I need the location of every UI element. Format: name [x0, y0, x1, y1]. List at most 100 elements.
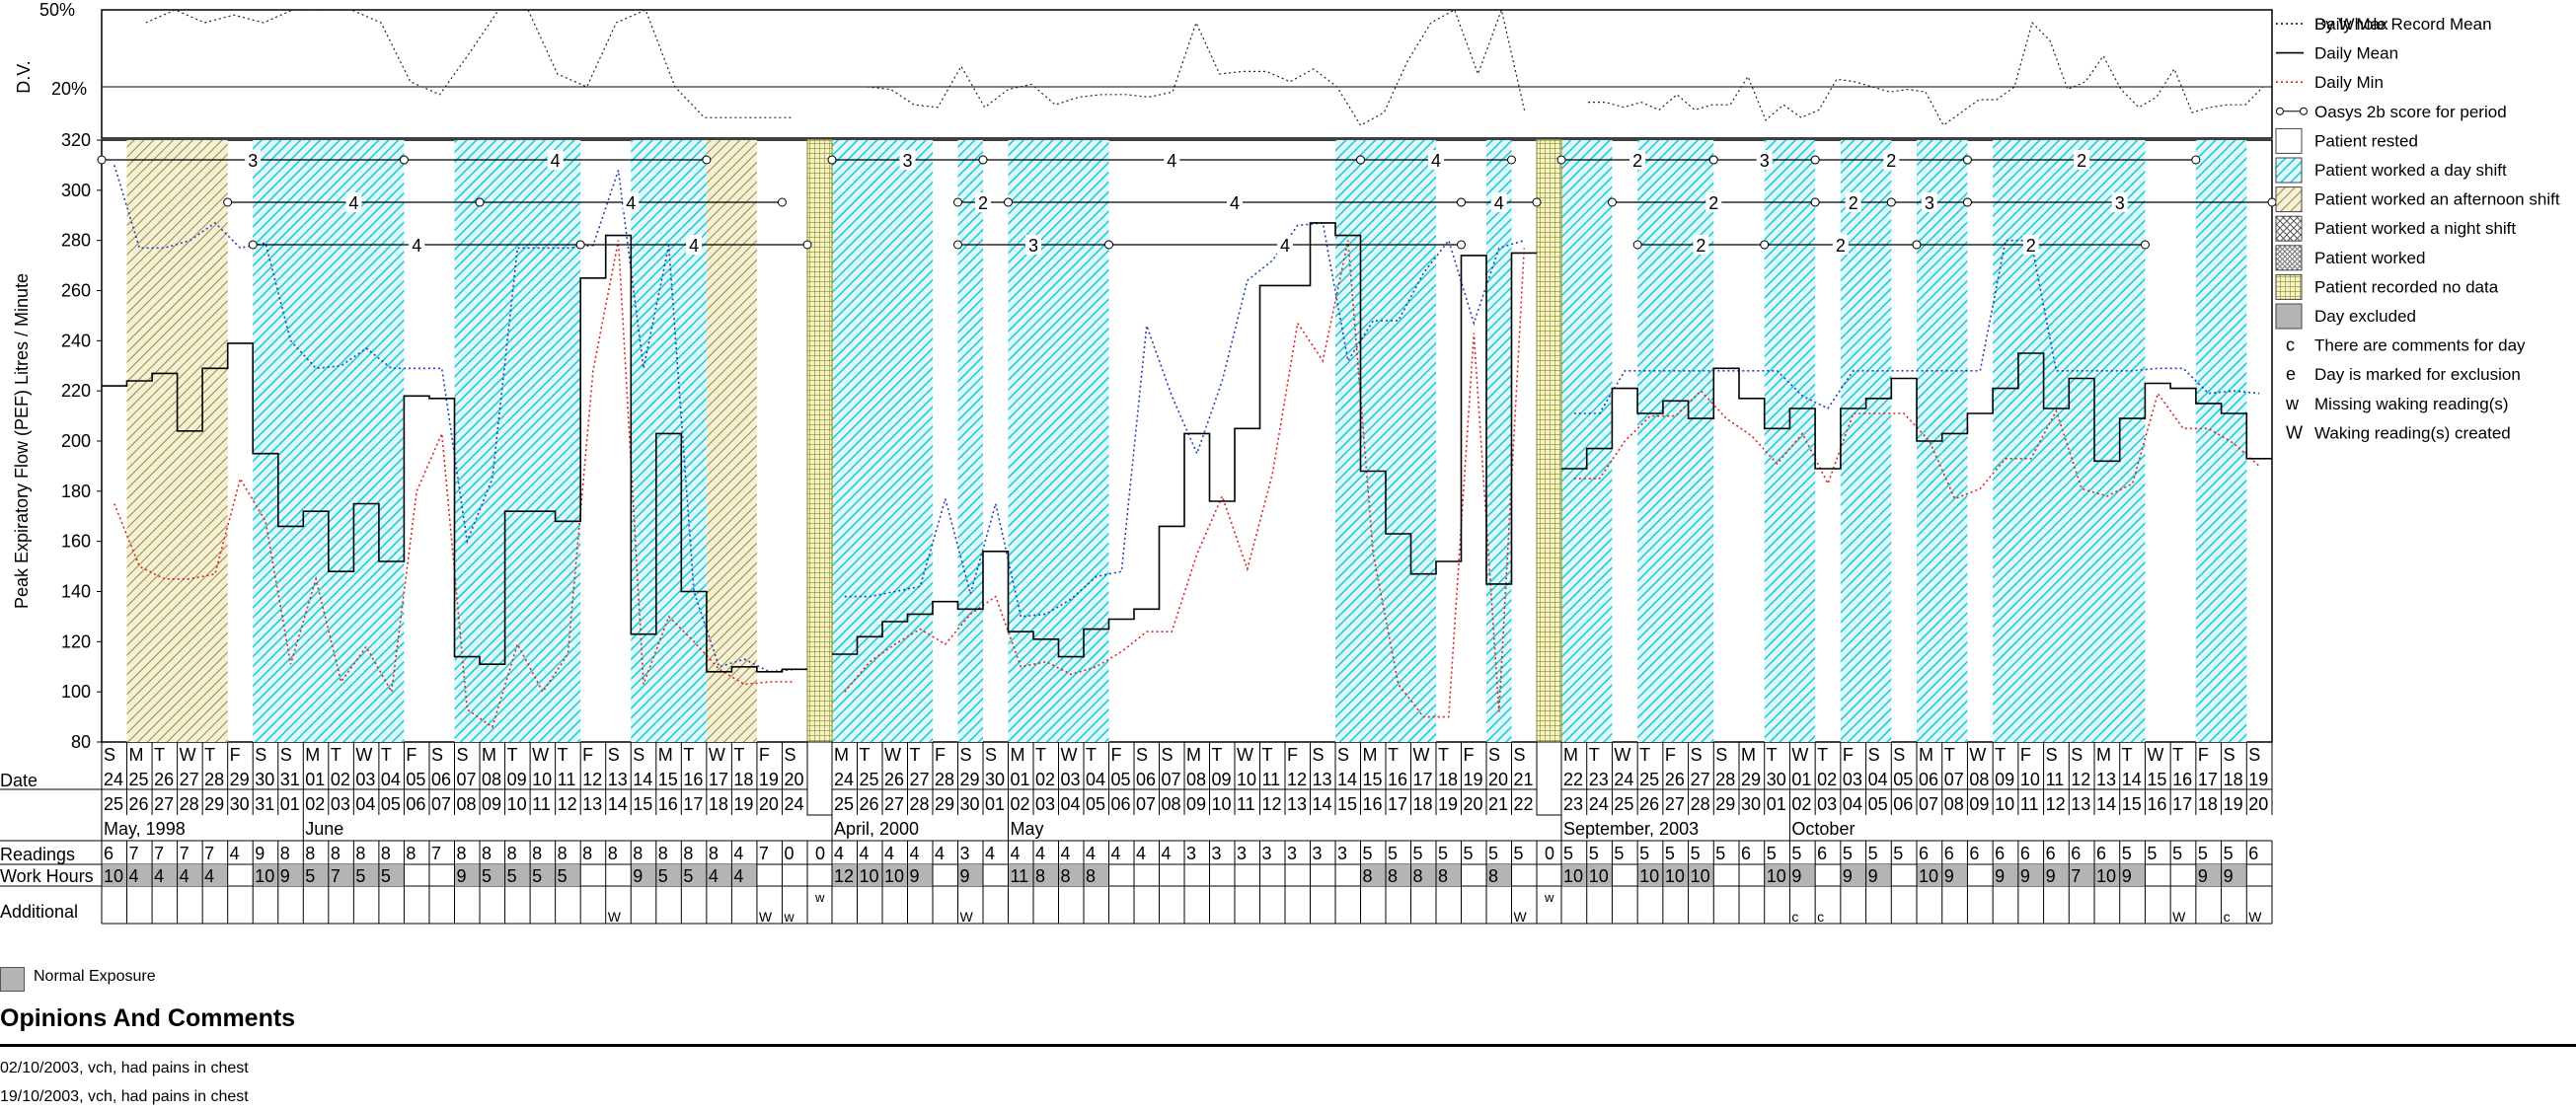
additional-cell: c: [2224, 909, 2231, 925]
date-bottom: 14: [608, 794, 628, 814]
separator-additional: w: [1544, 890, 1554, 905]
work-hours-cell: 10: [1589, 866, 1609, 886]
day-letter: S: [1691, 745, 1703, 765]
date-top: 23: [1589, 770, 1609, 789]
shift-bar: [1840, 140, 1866, 742]
date-top: 25: [1639, 770, 1659, 789]
date-bottom: 09: [482, 794, 501, 814]
readings-cell: 4: [1011, 844, 1021, 863]
work-hours-cell: 11: [1011, 866, 1029, 886]
work-hours-cell-bg: [530, 864, 556, 886]
readings-cell: 5: [1413, 844, 1423, 863]
oasys-label-bg: [2111, 192, 2128, 212]
readings-cell: 6: [2248, 844, 2258, 863]
date-top: 11: [558, 770, 576, 789]
oasys-marker: [1810, 155, 1820, 165]
day-letter: S: [2046, 745, 2058, 765]
readings-cell: 8: [331, 844, 341, 863]
readings-cell: 5: [2224, 844, 2234, 863]
day-letter: T: [1995, 745, 2006, 765]
date-top: 10: [1237, 770, 1256, 789]
date-bottom: 17: [1388, 794, 1407, 814]
work-hours-cell-bg: [378, 864, 405, 886]
readings-cell: 6: [1741, 844, 1751, 863]
day-letter: M: [1919, 745, 1933, 765]
work-hours-cell: 4: [709, 866, 719, 886]
date-bottom: 10: [507, 794, 527, 814]
day-letter: F: [1665, 745, 1676, 765]
oasys-score: 4: [1167, 151, 1176, 171]
readings-cell: 6: [1919, 844, 1929, 863]
readings-cell: 4: [884, 844, 894, 863]
work-hours-cell: 9: [2122, 866, 2132, 886]
date-top: 10: [2020, 770, 2040, 789]
date-top: 22: [1563, 770, 1583, 789]
work-hours-cell-bg: [681, 864, 707, 886]
oasys-label-bg: [409, 235, 425, 255]
oasys-score: 3: [902, 151, 912, 171]
date-bottom: 19: [733, 794, 753, 814]
date-bottom: 30: [960, 794, 980, 814]
daily-max-line: [1573, 239, 2260, 414]
work-hours-cell: 5: [558, 866, 568, 886]
date-bottom: 11: [532, 794, 551, 814]
date-top: 03: [1061, 770, 1081, 789]
work-hours-cell: 10: [1767, 866, 1786, 886]
date-top: 17: [2198, 770, 2218, 789]
work-hours-cell: 5: [507, 866, 517, 886]
date-top: 18: [2224, 770, 2243, 789]
work-hours-cell: 8: [1438, 866, 1448, 886]
day-letter: T: [1035, 745, 1046, 765]
work-hours-cell: 10: [104, 866, 123, 886]
shift-bar: [253, 140, 278, 742]
oasys-marker: [978, 155, 988, 165]
date-bottom: 27: [884, 794, 904, 814]
readings-cell: 5: [1843, 844, 1853, 863]
date-bottom: 01: [985, 794, 1005, 814]
shift-bar: [454, 140, 481, 742]
day-letter: M: [658, 745, 673, 765]
readings-cell: 4: [1136, 844, 1146, 863]
date-top: 07: [457, 770, 477, 789]
legend-label: Patient worked an afternoon shift: [2314, 190, 2560, 209]
date-bottom: 20: [2248, 794, 2268, 814]
date-bottom: 11: [1237, 794, 1255, 814]
readings-cell: 8: [406, 844, 416, 863]
date-top: 09: [507, 770, 527, 789]
day-letter: M: [129, 745, 144, 765]
readings-cell: 4: [860, 844, 870, 863]
day-letter: F: [1464, 745, 1475, 765]
readings-cell: 5: [1614, 844, 1624, 863]
oasys-score: 4: [1494, 193, 1504, 213]
comment-1: 02/10/2003, vch, had pains in chest: [0, 1060, 249, 1076]
date-top: 30: [255, 770, 274, 789]
day-letter: S: [2071, 745, 2083, 765]
oasys-marker: [1810, 197, 1820, 207]
date-top: 18: [733, 770, 753, 789]
oasys-marker: [827, 155, 837, 165]
oasys-label-bg: [1693, 235, 1709, 255]
work-hours-cell: 5: [355, 866, 365, 886]
date-top: 08: [1186, 770, 1206, 789]
day-letter: W: [1237, 745, 1253, 765]
day-letter: F: [1287, 745, 1298, 765]
shift-bar: [1335, 140, 1361, 742]
oasys-marker: [223, 197, 233, 207]
oasys-score: 2: [1708, 193, 1718, 213]
work-hours-cell: 8: [1388, 866, 1398, 886]
work-hours-cell-bg: [1084, 864, 1109, 886]
date-bottom: 03: [1035, 794, 1055, 814]
shift-bar: [882, 140, 908, 742]
readings-cell: 4: [1162, 844, 1172, 863]
date-bottom: 10: [1212, 794, 1232, 814]
readings-cell: 4: [935, 844, 945, 863]
legend-swatch: [2275, 186, 2303, 213]
date-bottom: 26: [129, 794, 149, 814]
shift-bar: [1486, 140, 1512, 742]
readings-cell: 4: [1111, 844, 1121, 863]
work-hours-cell-bg: [2195, 864, 2222, 886]
date-top: 14: [2122, 770, 2142, 789]
oasys-score: 4: [1280, 236, 1290, 256]
oasys-label-bg: [975, 192, 991, 212]
date-bottom: 17: [683, 794, 703, 814]
